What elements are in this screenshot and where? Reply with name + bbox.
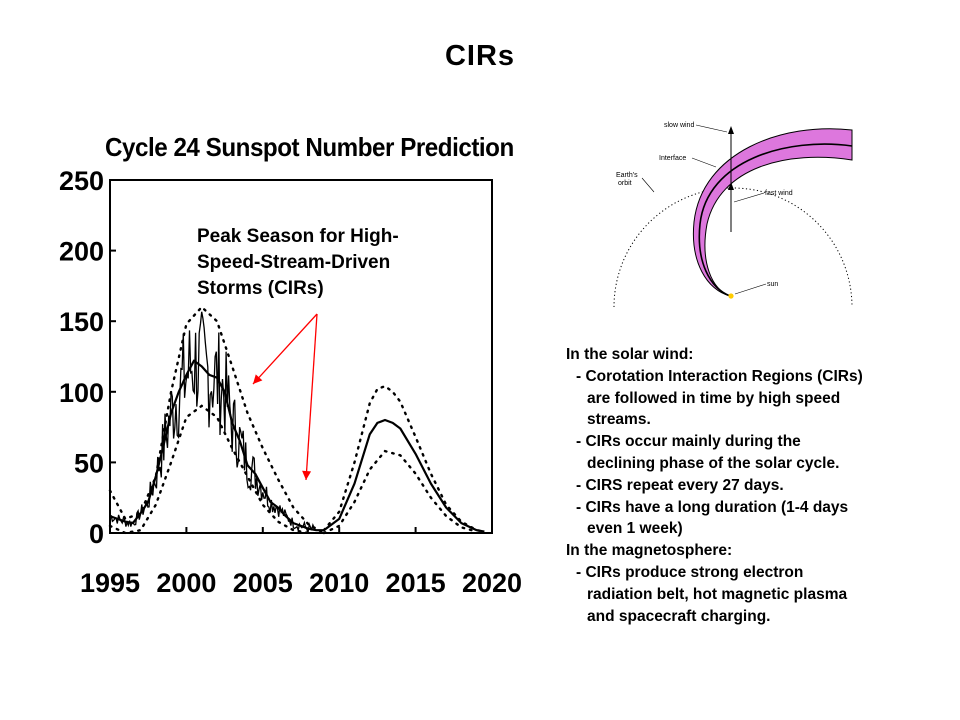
series-line-4 <box>323 418 485 533</box>
annotation-line-3: Storms (CIRs) <box>197 278 324 299</box>
x-tick-label: 1995 <box>80 568 140 598</box>
notes-line: - CIRs have a long duration (1-4 days <box>576 498 849 516</box>
y-tick-label: 250 <box>59 166 104 196</box>
sunspot-chart: 0 50 100 150 200 250 1995 2000 2005 2010 2015 2020 … <box>55 118 530 603</box>
cir-diagram-svg: slow wind Interface Earth's orbit fast w… <box>613 122 853 308</box>
fast-wind-label: fast wind <box>765 190 793 197</box>
chart-svg: 0 50 100 150 200 250 1995 2000 2005 2010 2015 2020 <box>59 166 522 598</box>
fast-wind-leader <box>733 192 765 203</box>
y-tick-label: 0 <box>89 519 104 549</box>
notes-line: even 1 week) <box>587 520 683 538</box>
slide-title: CIRs <box>444 40 516 72</box>
notes-line: - CIRs produce strong electron <box>576 563 804 581</box>
y-tick-label: 150 <box>59 307 104 337</box>
observed-trace <box>109 311 316 533</box>
slow-wind-arrow-head <box>728 126 734 134</box>
interface-leader <box>691 157 717 168</box>
interface-label: Interface <box>659 155 686 162</box>
y-tick-label: 100 <box>59 378 104 408</box>
notes-line: radiation belt, hot magnetic plasma <box>587 585 848 603</box>
notes-line: declining phase of the solar cycle. <box>587 454 840 472</box>
sun-label: sun <box>767 281 778 288</box>
y-tick-label: 50 <box>74 448 104 478</box>
notes-line: streams. <box>587 411 651 429</box>
sun-leader <box>734 283 767 295</box>
slow-wind-leader <box>695 124 728 133</box>
interface-line <box>698 143 853 297</box>
earth-orbit-arc <box>613 187 853 308</box>
plot-frame <box>109 179 493 534</box>
notes-line: In the magnetosphere: <box>566 542 733 560</box>
cir-diagram: slow wind Interface Earth's orbit fast w… <box>612 112 862 312</box>
series-line-6 <box>322 449 478 535</box>
notes-line: - CIRs occur mainly during the <box>576 433 801 451</box>
notes-line: and spacecraft charging. <box>587 607 771 625</box>
x-tick-label: 2020 <box>462 568 522 598</box>
y-tick-label: 200 <box>59 237 104 267</box>
annotation-line-2: Speed-Stream-Driven <box>197 252 391 273</box>
notes-line: In the solar wind: <box>566 346 694 363</box>
cir-band <box>692 128 853 297</box>
annotation-arrow-left-head <box>253 374 263 384</box>
notes-line: are followed in time by high speed <box>587 389 841 407</box>
earth-orbit-label-1: Earth's <box>616 172 638 179</box>
notes-text: In the solar wind: - Corotation Interact… <box>566 344 946 627</box>
notes-line: - CIRS repeat every 27 days. <box>576 476 784 494</box>
x-tick-label: 2015 <box>386 568 446 598</box>
chart-annotation: Peak Season for High- Speed-Stream-Drive… <box>197 224 467 302</box>
x-tick-label: 2005 <box>233 568 293 598</box>
slow-wind-label: slow wind <box>664 122 694 129</box>
x-tick-label: 2010 <box>309 568 369 598</box>
fast-wind-arrow-head <box>728 182 734 190</box>
chart-title: Cycle 24 Sunspot Number Prediction <box>105 132 514 162</box>
series-line-5 <box>322 384 486 533</box>
earth-orbit-label-2: orbit <box>618 180 632 187</box>
annotation-line-1: Peak Season for High- <box>197 226 399 247</box>
annotation-arrow-left <box>252 313 318 385</box>
sun-icon <box>728 293 734 299</box>
earth-orbit-leader <box>641 177 655 193</box>
series-line-2 <box>108 305 326 535</box>
notes-line: - Corotation Interaction Regions (CIRs) <box>576 367 863 385</box>
x-tick-label: 2000 <box>156 568 216 598</box>
annotation-arrow-right-head <box>302 470 312 480</box>
annotation-arrow-right <box>305 313 318 481</box>
series-line-3 <box>108 404 310 535</box>
